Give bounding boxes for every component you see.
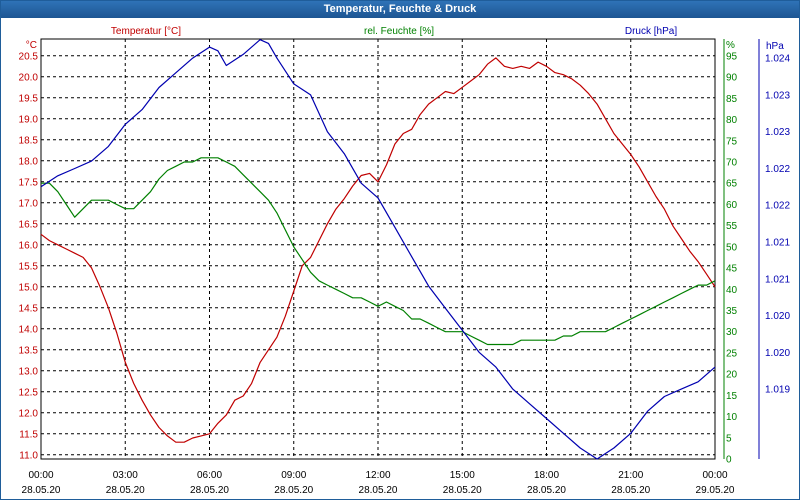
humidity-tick-label: 55 bbox=[726, 221, 738, 232]
humidity-tick-label: 5 bbox=[726, 433, 732, 444]
x-tick-time: 21:00 bbox=[618, 470, 643, 481]
window-title: Temperatur, Feuchte & Druck bbox=[1, 1, 799, 18]
pressure-tick-label: 1.024 bbox=[765, 54, 790, 65]
pressure-tick-label: 1.021 bbox=[765, 238, 790, 249]
temperature-tick-label: 13.5 bbox=[19, 345, 39, 356]
pressure-tick-label: 1.019 bbox=[765, 385, 790, 396]
humidity-unit: % bbox=[726, 40, 735, 51]
pressure-tick-label: 1.020 bbox=[765, 311, 790, 322]
temperature-tick-label: 13.0 bbox=[19, 366, 39, 377]
humidity-tick-label: 90 bbox=[726, 73, 738, 84]
pressure-tick-label: 1.022 bbox=[765, 201, 790, 212]
temperature-series-line bbox=[40, 57, 716, 443]
temperature-tick-label: 11.0 bbox=[19, 450, 38, 461]
humidity-tick-label: 45 bbox=[726, 264, 738, 275]
x-tick-time: 09:00 bbox=[281, 470, 306, 481]
x-tick-date: 28.05.20 bbox=[22, 485, 61, 496]
pressure-tick-label: 1.020 bbox=[765, 348, 790, 359]
x-tick-time: 03:00 bbox=[113, 470, 138, 481]
x-tick-time: 06:00 bbox=[197, 470, 222, 481]
temperature-unit: °C bbox=[26, 40, 37, 51]
humidity-tick-label: 10 bbox=[726, 412, 738, 423]
pressure-axis-title: Druck [hPa] bbox=[625, 26, 677, 37]
temperature-tick-label: 14.0 bbox=[19, 324, 39, 335]
x-tick-date: 28.05.20 bbox=[190, 485, 229, 496]
x-tick-time: 18:00 bbox=[534, 470, 559, 481]
temperature-tick-label: 18.0 bbox=[19, 156, 39, 167]
grid bbox=[40, 38, 716, 460]
x-tick-date: 28.05.20 bbox=[359, 485, 398, 496]
x-tick-time: 12:00 bbox=[365, 470, 390, 481]
humidity-tick-label: 65 bbox=[726, 179, 738, 190]
humidity-tick-label: 75 bbox=[726, 136, 738, 147]
temperature-tick-label: 12.5 bbox=[19, 387, 39, 398]
temperature-tick-label: 16.5 bbox=[19, 219, 39, 230]
x-tick-date: 28.05.20 bbox=[527, 485, 566, 496]
humidity-tick-label: 40 bbox=[726, 285, 738, 296]
x-tick-time: 15:00 bbox=[450, 470, 475, 481]
temperature-tick-label: 16.0 bbox=[19, 240, 39, 251]
axes: 00:00 28.05.20 03:00 28.05.20 06:00 28.05.20 0… bbox=[19, 26, 791, 496]
humidity-tick-label: 35 bbox=[726, 306, 738, 317]
humidity-tick-label: 50 bbox=[726, 242, 738, 253]
pressure-unit: hPa bbox=[766, 41, 784, 52]
humidity-tick-label: 80 bbox=[726, 115, 738, 126]
pressure-tick-label: 1.023 bbox=[765, 90, 790, 101]
humidity-tick-label: 15 bbox=[726, 391, 738, 402]
temperature-tick-label: 15.0 bbox=[19, 282, 39, 293]
x-tick-date: 29.05.20 bbox=[696, 485, 735, 496]
pressure-tick-label: 1.022 bbox=[765, 164, 790, 175]
humidity-tick-label: 70 bbox=[726, 158, 738, 169]
temperature-tick-label: 12.0 bbox=[19, 408, 39, 419]
temperature-tick-label: 15.5 bbox=[19, 261, 39, 272]
humidity-tick-label: 60 bbox=[726, 200, 738, 211]
temperature-tick-label: 11.5 bbox=[19, 429, 38, 440]
temperature-tick-label: 20.5 bbox=[19, 51, 39, 62]
x-tick-date: 28.05.20 bbox=[274, 485, 313, 496]
humidity-tick-label: 0 bbox=[726, 455, 732, 466]
temperature-axis-title: Temperatur [°C] bbox=[111, 26, 181, 37]
temperature-tick-label: 14.5 bbox=[19, 303, 39, 314]
temperature-tick-label: 20.0 bbox=[19, 72, 39, 83]
temperature-tick-label: 19.5 bbox=[19, 93, 39, 104]
temperature-tick-label: 17.5 bbox=[19, 177, 39, 188]
series-lines bbox=[40, 39, 716, 460]
x-tick-date: 28.05.20 bbox=[611, 485, 650, 496]
pressure-series-line bbox=[40, 39, 716, 460]
pressure-tick-label: 1.021 bbox=[765, 274, 790, 285]
humidity-series-line bbox=[41, 157, 716, 346]
x-tick-time: 00:00 bbox=[702, 470, 727, 481]
temperature-tick-label: 18.5 bbox=[19, 135, 39, 146]
x-tick-date: 28.05.20 bbox=[443, 485, 482, 496]
x-tick-time: 00:00 bbox=[28, 470, 53, 481]
humidity-tick-label: 25 bbox=[726, 348, 738, 359]
pressure-tick-label: 1.023 bbox=[765, 127, 790, 138]
humidity-tick-label: 20 bbox=[726, 370, 738, 381]
x-tick-date: 28.05.20 bbox=[106, 485, 145, 496]
chart: 00:00 28.05.20 03:00 28.05.20 06:00 28.05.20 0… bbox=[19, 26, 791, 496]
humidity-axis-title: rel. Feuchte [%] bbox=[364, 26, 434, 37]
temperature-tick-label: 19.0 bbox=[19, 114, 39, 125]
temperature-tick-label: 17.0 bbox=[19, 198, 39, 209]
humidity-tick-label: 95 bbox=[726, 51, 738, 62]
humidity-tick-label: 85 bbox=[726, 94, 738, 105]
humidity-tick-label: 30 bbox=[726, 327, 738, 338]
